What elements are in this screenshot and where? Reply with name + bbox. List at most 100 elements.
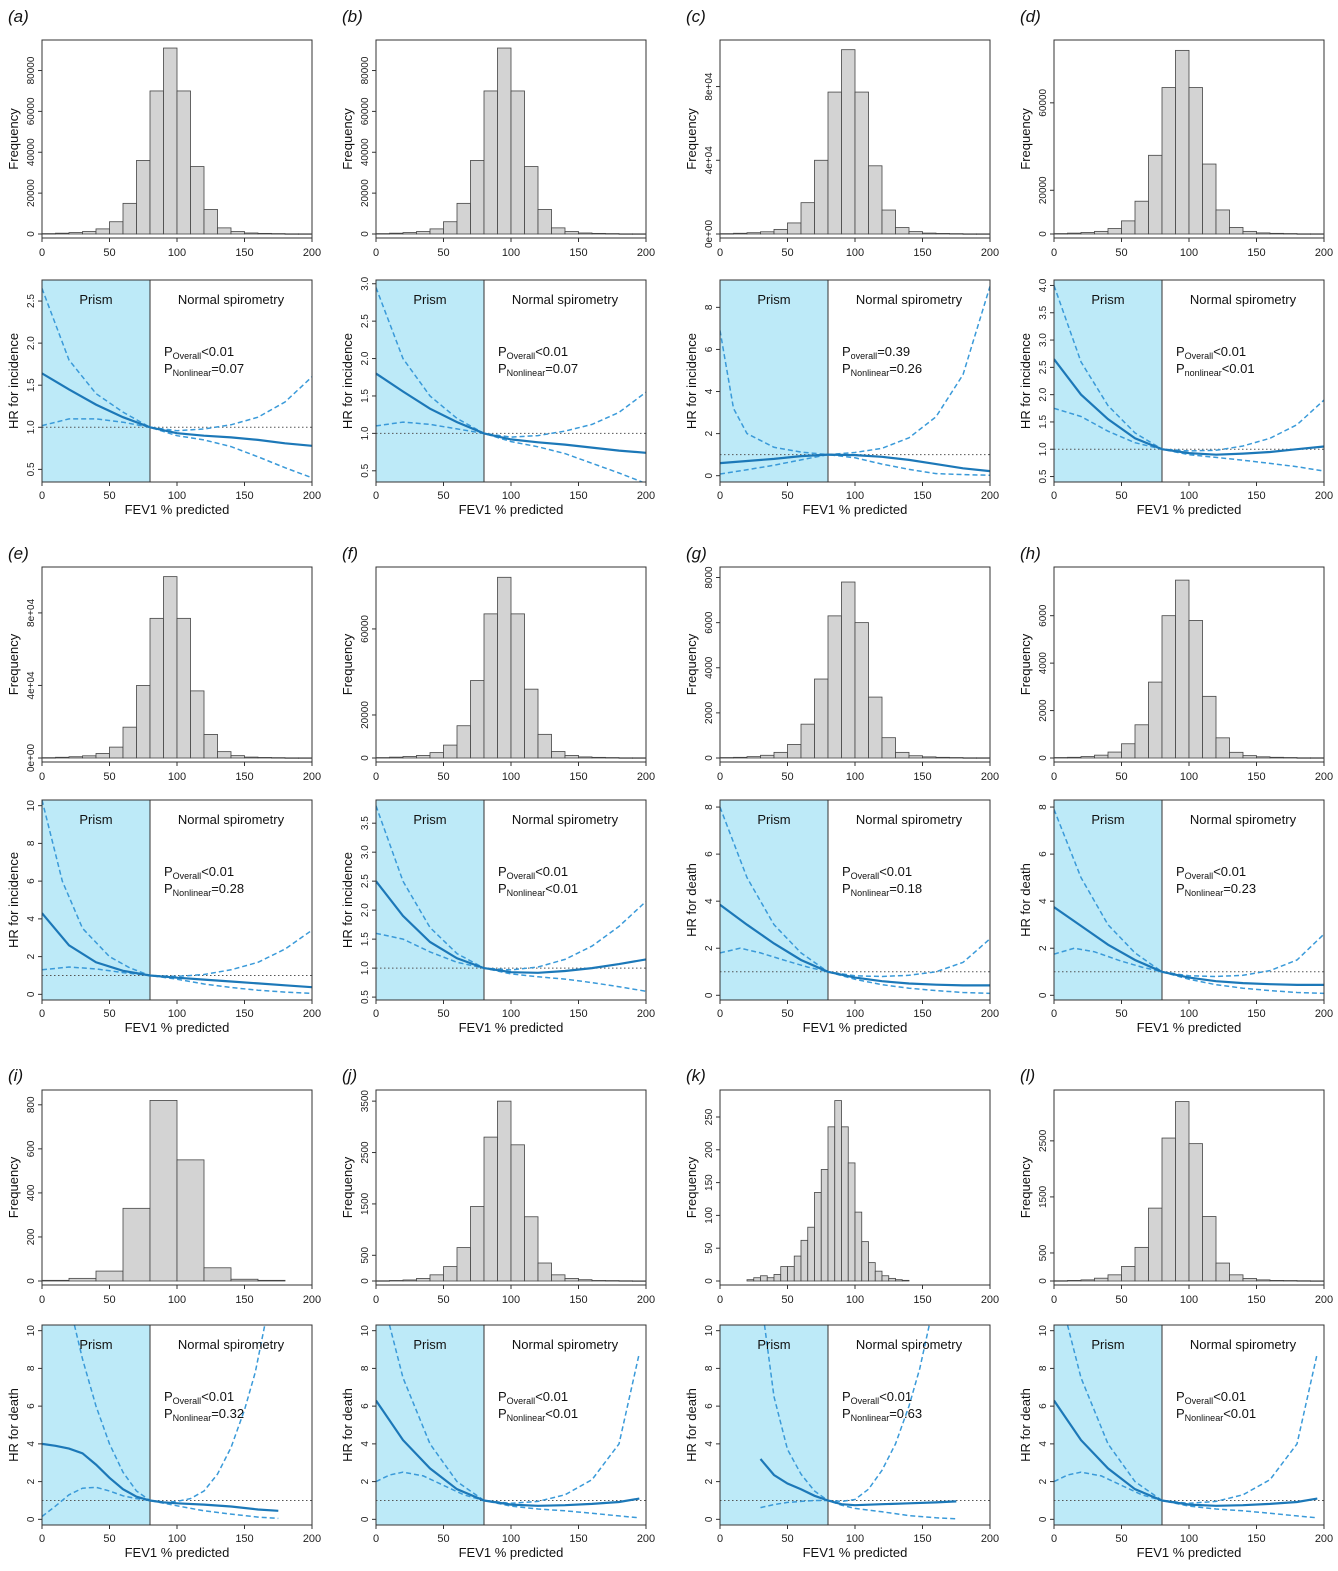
hist-ytick-label: 4000 (704, 656, 715, 679)
hr-xtick-label: 0 (1051, 490, 1057, 502)
p-letter: P (498, 344, 507, 359)
hist-bar (901, 1279, 910, 1282)
prism-region (42, 1325, 150, 1525)
hist-bar (1053, 233, 1068, 235)
hist-bar (591, 232, 606, 235)
panel-label: (g) (686, 544, 707, 563)
hist-bar (922, 756, 937, 759)
p-letter: P (1176, 361, 1185, 376)
hr-xtick-label: 0 (717, 490, 723, 502)
hr-ytick-label: 10 (26, 1325, 37, 1337)
hr-ytick-label: 1.5 (26, 378, 37, 392)
hist-bar (122, 202, 137, 235)
hr-xtick-label: 150 (1247, 1533, 1265, 1545)
hr-estimate-line (42, 912, 312, 989)
hist-bar (1161, 615, 1176, 759)
hist-ytick-label: 20000 (1038, 176, 1049, 204)
hist-bar (109, 221, 124, 235)
hist-bar (1188, 1143, 1203, 1282)
hist-bar (881, 1275, 890, 1282)
hist-bar (1215, 737, 1230, 759)
p-letter: P (842, 1389, 851, 1404)
p-nonlinear-text: PNonlinear=0.18 (842, 881, 922, 898)
curves (720, 286, 990, 477)
prism-label: Prism (79, 1337, 112, 1352)
hr-xlabel: FEV1 % predicted (125, 502, 230, 517)
hist-ylabel: Frequency (340, 108, 355, 170)
hist-bar (733, 232, 748, 235)
hist-bar (41, 1279, 70, 1282)
panel-label: (b) (342, 7, 363, 26)
prism-label: Prism (413, 1337, 446, 1352)
hr-estimate-line (42, 1442, 279, 1512)
hist-bar (976, 233, 991, 235)
hist-ytick-label: 40000 (360, 138, 371, 166)
hist-xtick-label: 100 (846, 247, 864, 259)
hist-bar (793, 1255, 802, 1282)
hist-ytick-label: 0 (704, 1278, 715, 1284)
hist-bar (733, 756, 748, 759)
hist-bar (257, 232, 272, 235)
hr-ylabel: HR for death (684, 863, 699, 937)
hist-xtick-label: 0 (1051, 247, 1057, 259)
hr-xtick-label: 50 (781, 1008, 793, 1020)
hist-bar (551, 751, 566, 759)
hr-xtick-label: 50 (103, 490, 115, 502)
p-nonlinear-subscript: Nonlinear (1185, 1413, 1224, 1423)
hist-bar (375, 233, 390, 235)
hist-bar (949, 233, 964, 235)
hist-ylabel: Frequency (6, 633, 21, 695)
hr-ytick-label: 6 (26, 1403, 37, 1409)
hist-bar (618, 757, 633, 759)
hist-xtick-label: 100 (168, 1294, 186, 1306)
hr-ytick-label: 4 (1038, 1441, 1049, 1447)
hist-ytick-label: 4e+04 (26, 671, 37, 700)
hist-bar (163, 47, 178, 235)
normal-spirometry-label: Normal spirometry (178, 1337, 285, 1352)
hist-bar (41, 757, 56, 759)
hist-xtick-label: 150 (1247, 247, 1265, 259)
hist-bar (1310, 233, 1325, 235)
prism-label: Prism (79, 292, 112, 307)
hr-xtick-label: 200 (303, 1008, 321, 1020)
hr-xlabel: FEV1 % predicted (1137, 1545, 1242, 1560)
hist-bar (190, 166, 205, 235)
p-letter: P (164, 1389, 173, 1404)
lower-ci-line (1054, 947, 1324, 995)
hist-bar (881, 737, 896, 759)
hr-xtick-label: 0 (717, 1008, 723, 1020)
hist-xtick-label: 200 (981, 771, 999, 783)
hr-ytick-label: 2 (704, 430, 715, 436)
hr-ytick-label: 2 (360, 1478, 371, 1484)
hist-ytick-label: 40000 (26, 138, 37, 166)
normal-spirometry-label: Normal spirometry (512, 1337, 619, 1352)
panel-a: (a) 0 50 100 150 200 0 20000 40000 60000 80000 Freq… (6, 7, 321, 517)
p-overall-text: POverall<0.01 (164, 344, 234, 361)
hist-bar (1080, 232, 1095, 235)
hr-ytick-label: 2 (26, 953, 37, 959)
hr-xtick-label: 200 (1315, 490, 1333, 502)
p-overall-subscript: Overall (507, 1396, 536, 1406)
p-overall-subscript: Overall (851, 871, 880, 881)
panel-h: (h)0 50 100 150 2000200040006000FrequencyPri… (1018, 544, 1333, 1035)
hr-ylabel: HR for incidence (684, 333, 699, 429)
hist-xtick-label: 100 (502, 247, 520, 259)
lower-ci-line (42, 1486, 279, 1520)
prism-label: Prism (757, 292, 790, 307)
hr-ylabel: HR for death (1018, 863, 1033, 937)
hist-bar (483, 90, 498, 235)
hist-ytick-label: 0 (26, 1278, 37, 1284)
hr-xtick-label: 0 (39, 1008, 45, 1020)
hist-bar (217, 227, 232, 235)
p-nonlinear-subscript: Nonlinear (507, 368, 546, 378)
hist-xtick-label: 50 (1115, 247, 1127, 259)
normal-spirometry-label: Normal spirometry (512, 812, 619, 827)
hist-bar (389, 1280, 404, 1282)
hist-xtick-label: 100 (1180, 247, 1198, 259)
hist-bar (443, 744, 458, 759)
hist-xtick-label: 150 (913, 247, 931, 259)
p-overall-subscript: Overall (173, 1396, 202, 1406)
hist-bar (564, 755, 579, 759)
p-nonlinear-subscript: Nonlinear (851, 1413, 890, 1423)
p-overall-subscript: Overall (1185, 351, 1214, 361)
